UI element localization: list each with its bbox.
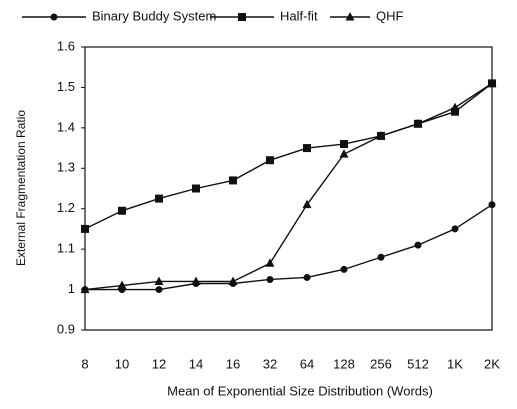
marker [451,225,459,233]
legend-label: QHF [376,8,404,23]
marker [80,284,90,294]
x-tick-label: 128 [333,356,355,371]
x-tick-label: 64 [300,356,314,371]
series-line [85,204,493,291]
marker [303,144,311,153]
series-line [84,82,493,291]
marker [266,275,274,283]
series-line [84,82,493,230]
marker [450,102,460,112]
legend-label: Half-fit [280,8,318,23]
marker [154,276,164,285]
marker [487,78,497,87]
marker [451,107,459,116]
y-tick-label: 1.1 [57,241,75,256]
marker [266,156,274,165]
x-tick-label: 16 [226,356,240,371]
x-axis-label: Mean of Exponential Size Distribution (W… [167,383,433,398]
marker [413,118,423,128]
y-axis-label: External Fragmentation Ratio [14,110,28,266]
marker [376,130,386,140]
y-tick-label: 1 [68,281,75,296]
y-tick-label: 1.3 [57,160,75,175]
marker [303,273,311,281]
marker [265,258,275,267]
y-tick-label: 1.6 [57,38,75,53]
marker [414,241,422,249]
x-tick-label: 14 [189,356,203,371]
marker [228,276,238,285]
marker [81,224,89,233]
marker [340,265,348,273]
marker [117,280,127,290]
x-tick-label: 10 [115,356,129,371]
marker [155,194,163,203]
marker [192,184,200,193]
y-tick-label: 1.4 [57,119,75,134]
y-tick-label: 0.9 [57,321,75,336]
plot-frame [84,46,493,331]
x-tick-label: 1K [447,356,463,371]
marker [339,149,349,158]
x-tick-label: 256 [370,356,392,371]
x-tick-label: 32 [263,356,277,371]
marker [118,206,126,215]
marker [488,201,496,209]
legend-label: Binary Buddy System [92,8,216,23]
marker [50,13,58,21]
marker [302,199,312,209]
x-tick-label: 2K [484,356,500,371]
marker [191,276,201,285]
y-tick-label: 1.5 [57,79,75,94]
marker [345,12,355,21]
marker [377,253,385,261]
marker [229,176,237,185]
y-tick-label: 1.2 [57,200,75,215]
x-tick-label: 12 [152,356,166,371]
marker [238,13,246,21]
marker [155,286,163,294]
marker [340,140,348,149]
x-tick-label: 512 [407,356,429,371]
x-tick-label: 8 [81,356,88,371]
